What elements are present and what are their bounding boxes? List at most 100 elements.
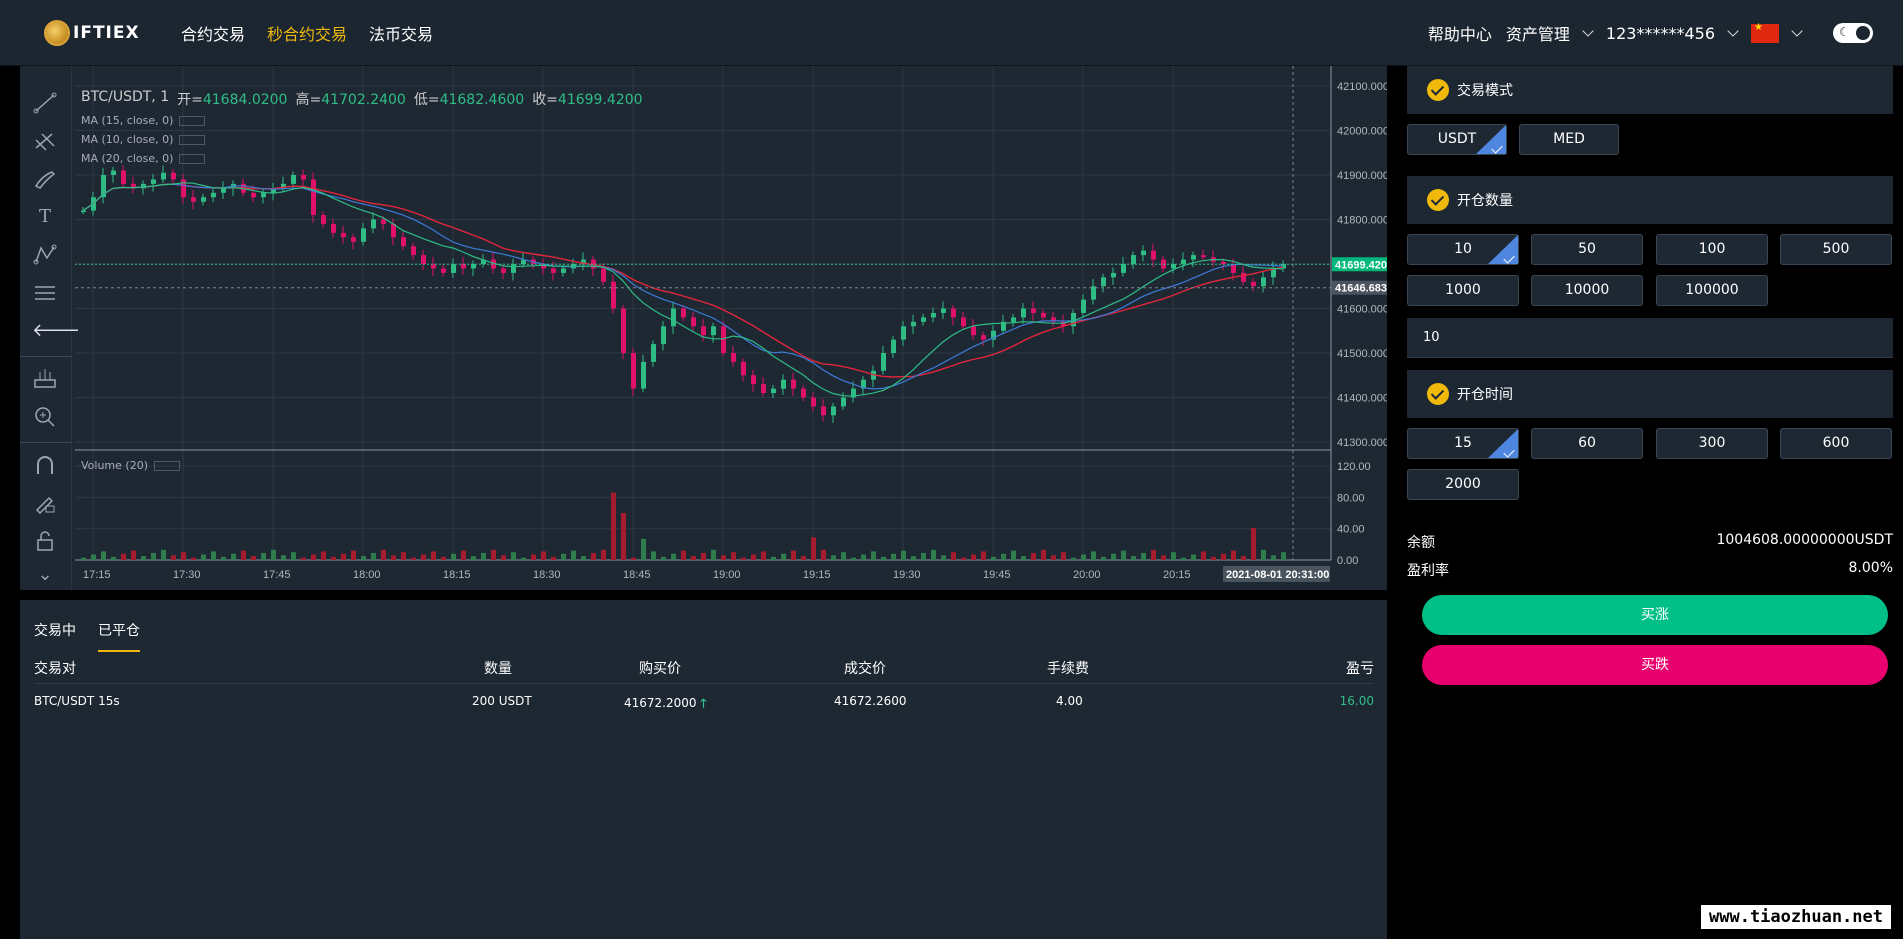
volume-tick-label: 80.00	[1337, 492, 1365, 504]
text-tool-icon[interactable]: T	[38, 206, 51, 227]
candle-body	[631, 353, 636, 389]
ma-indicator-label[interactable]: MA (20, close, 0)	[81, 152, 206, 165]
buy-up-button[interactable]: 买涨	[1422, 595, 1888, 635]
zoom-in-icon[interactable]	[32, 404, 58, 430]
qty-option[interactable]: 10	[1407, 234, 1519, 265]
candle-body	[1171, 264, 1176, 269]
candle-body	[931, 312, 936, 318]
open-label: 开=	[177, 92, 203, 108]
time-option[interactable]: 60	[1531, 428, 1643, 459]
candle-body	[381, 219, 386, 224]
candle-body	[1061, 321, 1066, 327]
candle-body	[161, 172, 166, 180]
pitchfork-icon[interactable]	[32, 128, 58, 154]
qty-option[interactable]: 500	[1780, 234, 1892, 265]
candle-body	[1111, 272, 1116, 278]
volume-bar	[1081, 554, 1086, 560]
candle-body	[361, 228, 366, 242]
arrow-left-icon[interactable]: 🡐	[32, 320, 81, 341]
time-tick-label: 20:00	[1073, 569, 1101, 581]
time-option[interactable]: 600	[1780, 428, 1892, 459]
qty-option[interactable]: 10000	[1531, 275, 1643, 306]
qty-option[interactable]: 100000	[1656, 275, 1768, 306]
fib-icon[interactable]	[32, 280, 58, 306]
time-option[interactable]: 2000	[1407, 469, 1519, 500]
tab-in-progress[interactable]: 交易中	[34, 623, 76, 639]
pattern-icon[interactable]	[32, 242, 58, 268]
volume-bar	[221, 556, 226, 560]
candle-body	[671, 308, 676, 327]
time-tick-label: 18:30	[533, 569, 561, 581]
candle-body	[991, 330, 996, 340]
unlock-icon[interactable]	[32, 528, 58, 554]
chevron-down-icon	[1727, 25, 1739, 37]
qty-option[interactable]: 100	[1656, 234, 1768, 265]
nav-contract-trading[interactable]: 合约交易	[181, 25, 246, 44]
qty-input[interactable]	[1407, 318, 1893, 358]
volume-bar	[741, 557, 746, 560]
candle-body	[891, 339, 896, 353]
balance-value: 1004608.00000000USDT	[1716, 532, 1893, 548]
chevron-down-icon[interactable]: ⌄	[37, 564, 53, 585]
time-option[interactable]: 15	[1407, 428, 1519, 459]
check-circle-icon	[1427, 189, 1449, 211]
nav-second-contract-trading[interactable]: 秒合约交易	[267, 25, 348, 44]
user-menu[interactable]: 123******456	[1606, 24, 1739, 43]
lock-drawing-icon[interactable]	[32, 490, 58, 516]
candle-body	[961, 317, 966, 327]
price-tick-label: 42100.0000	[1337, 81, 1387, 93]
symbol-label[interactable]: BTC/USDT, 1	[81, 89, 170, 105]
chart-canvas[interactable]: 42100.0000 42000.0000 41900.0000 41800.0000…	[75, 66, 1387, 590]
header-buy-price: 购买价	[639, 661, 681, 677]
assets-menu[interactable]: 资产管理	[1506, 21, 1594, 45]
qty-option[interactable]: 50	[1531, 234, 1643, 265]
theme-toggle[interactable]: ☾	[1833, 23, 1873, 43]
volume-bar	[671, 553, 676, 560]
volume-bar	[561, 553, 566, 560]
ruler-icon[interactable]	[32, 366, 58, 392]
volume-bar	[781, 553, 786, 560]
volume-indicator-label[interactable]: Volume (20)	[81, 459, 180, 472]
candlestick-chart[interactable]: 42100.0000 42000.0000 41900.0000 41800.0000…	[75, 66, 1387, 590]
time-option[interactable]: 300	[1656, 428, 1768, 459]
volume-bar	[1011, 550, 1016, 560]
candle-body	[481, 259, 486, 264]
nav-fiat-trading[interactable]: 法币交易	[369, 25, 434, 44]
candle-body	[701, 326, 706, 336]
candle-body	[551, 268, 556, 273]
table-row[interactable]: BTC/USDT 15s 200 USDT 41672.2000 🡑 41672…	[34, 694, 1374, 718]
language-menu[interactable]	[1751, 22, 1803, 43]
time-tick-label: 19:00	[713, 569, 741, 581]
candle-body	[651, 344, 656, 362]
volume-bar	[91, 554, 96, 560]
volume-bar	[861, 554, 866, 560]
ma-indicator-label[interactable]: MA (15, close, 0)	[81, 114, 206, 127]
mode-option-usdt[interactable]: USDT	[1407, 124, 1507, 155]
candle-body	[511, 264, 516, 273]
tab-closed[interactable]: 已平仓	[98, 620, 140, 652]
volume-bar	[931, 549, 936, 560]
brush-icon[interactable]	[32, 166, 58, 192]
candle-body	[101, 175, 106, 198]
volume-bar	[1071, 557, 1076, 560]
volume-bar	[811, 537, 816, 560]
logo-text: IFTIEX	[73, 23, 140, 43]
volume-bar	[261, 552, 266, 560]
magnet-icon[interactable]	[32, 452, 58, 478]
open-value: 41684.0200	[202, 92, 288, 108]
trend-line-icon[interactable]	[32, 90, 58, 116]
qty-option[interactable]: 1000	[1407, 275, 1519, 306]
volume-bar	[651, 551, 656, 560]
candle-body	[151, 179, 156, 184]
buy-down-button[interactable]: 买跌	[1422, 645, 1888, 685]
logo[interactable]: IFTIEX	[44, 19, 140, 47]
candle-body	[731, 353, 736, 362]
help-center-link[interactable]: 帮助中心	[1427, 25, 1492, 44]
candle-body	[691, 317, 696, 327]
candle-body	[341, 232, 346, 238]
ma-indicator-label[interactable]: MA (10, close, 0)	[81, 133, 206, 146]
volume-bar	[461, 550, 466, 560]
candle-body	[831, 406, 836, 416]
header-pair: 交易对	[34, 661, 76, 677]
mode-option-med[interactable]: MED	[1519, 124, 1619, 155]
